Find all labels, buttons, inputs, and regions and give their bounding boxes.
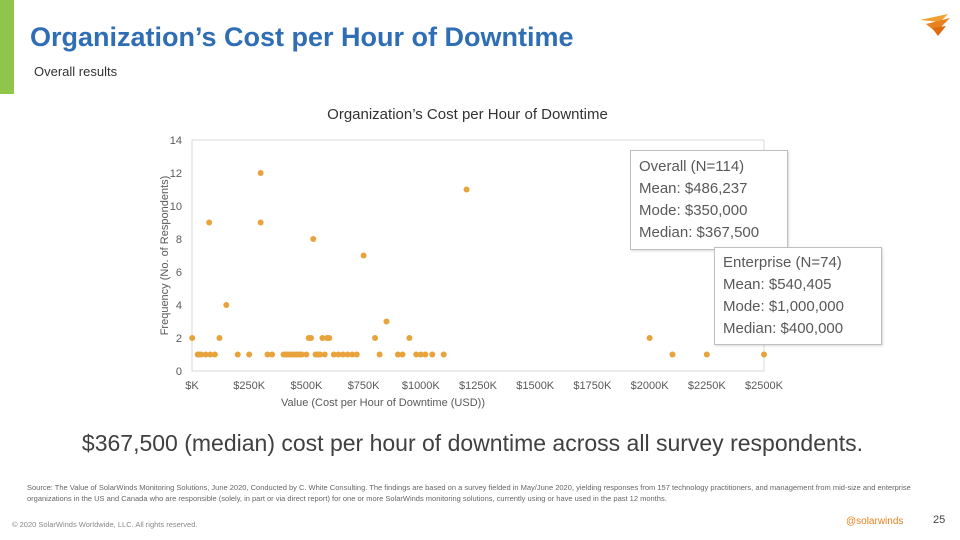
x-tick-label: $1750K (573, 380, 612, 392)
x-tick-label: $2000K (631, 380, 670, 392)
data-point (207, 351, 214, 358)
data-point (246, 351, 253, 358)
data-point (335, 351, 342, 358)
page-title: Organization’s Cost per Hour of Downtime (30, 22, 574, 52)
data-point (399, 351, 406, 358)
y-tick-label: 12 (170, 168, 182, 180)
x-tick-label: $750K (348, 380, 380, 392)
data-point (422, 351, 429, 358)
enterprise-stat-line: Mean: $540,405 (723, 276, 832, 293)
enterprise-stat-line: Enterprise (N=74) (723, 254, 842, 271)
chart-title: Organization’s Cost per Hour of Downtime (327, 106, 608, 123)
data-point (223, 302, 230, 308)
data-point (372, 335, 379, 341)
data-point (264, 351, 271, 358)
data-point (317, 351, 324, 358)
data-point (353, 351, 360, 358)
x-tick-label: $K (185, 380, 199, 392)
data-point (429, 351, 436, 358)
social-handle-link[interactable]: @solarwinds (846, 516, 904, 527)
data-point (310, 236, 317, 242)
data-point (349, 351, 356, 358)
data-point (463, 186, 470, 193)
source-note: Source: The Value of SolarWinds Monitori… (27, 483, 911, 503)
accent-bar (0, 0, 14, 94)
data-point (269, 351, 276, 358)
data-point (326, 335, 333, 341)
y-tick-label: 4 (176, 300, 182, 312)
x-tick-label: $1000K (402, 380, 441, 392)
data-point (198, 351, 205, 358)
data-point (234, 351, 241, 358)
enterprise-stat-line: Mode: $1,000,000 (723, 298, 844, 315)
data-point (321, 351, 328, 358)
data-point (669, 351, 676, 358)
solarwinds-logo-icon (920, 14, 950, 36)
data-point (440, 351, 447, 358)
data-point (189, 335, 196, 341)
data-point (303, 351, 310, 358)
data-point (298, 351, 305, 358)
x-axis-label: Value (Cost per Hour of Downtime (USD)) (281, 397, 485, 409)
x-tick-label: $500K (290, 380, 322, 392)
data-point (383, 318, 390, 325)
y-tick-label: 2 (176, 333, 182, 345)
x-tick-label: $250K (233, 380, 265, 392)
data-point (417, 351, 424, 358)
data-point (394, 351, 401, 358)
data-point (211, 351, 218, 358)
copyright: © 2020 SolarWinds Worldwide, LLC. All ri… (12, 520, 198, 529)
data-point (257, 170, 264, 176)
data-point (257, 219, 264, 226)
y-axis-label: Frequency (No. of Respondents) (159, 176, 171, 336)
page-number: 25 (933, 514, 946, 526)
headline: $367,500 (median) cost per hour of downt… (81, 430, 864, 456)
x-tick-label: $1500K (516, 380, 555, 392)
overall-stats-box: Overall (N=114) Mean: $486,237 Mode: $35… (630, 150, 788, 250)
data-point (340, 351, 347, 358)
x-tick-label: $2500K (745, 380, 784, 392)
data-point (376, 351, 383, 358)
data-point (330, 351, 337, 358)
x-tick-label: $2250K (688, 380, 727, 392)
scatter-chart: 0 2 4 6 8 10 12 14 $K $250K $500K $750K $1000K $1250K… (159, 135, 784, 409)
page-subtitle: Overall results (34, 64, 118, 79)
data-point (344, 351, 351, 358)
data-point (206, 219, 213, 226)
data-point (307, 335, 314, 341)
y-tick-label: 0 (176, 366, 182, 378)
data-point (703, 351, 710, 358)
y-tick-label: 8 (176, 234, 182, 246)
overall-stat-line: Mean: $486,237 (639, 180, 748, 197)
enterprise-stats-box: Enterprise (N=74) Mean: $540,405 Mode: $… (714, 247, 882, 345)
data-point (646, 335, 653, 341)
overall-stat-line: Median: $367,500 (639, 224, 760, 241)
data-point (202, 351, 209, 358)
overall-stat-line: Overall (N=114) (639, 158, 745, 175)
overall-stat-line: Mode: $350,000 (639, 202, 748, 219)
data-point (360, 252, 367, 259)
data-point (406, 335, 413, 341)
data-point (413, 351, 420, 358)
data-point (761, 351, 767, 358)
enterprise-stat-line: Median: $400,000 (723, 320, 844, 337)
data-point (319, 335, 326, 341)
y-tick-label: 14 (170, 135, 182, 147)
y-tick-label: 6 (176, 267, 182, 279)
x-tick-label: $1250K (459, 380, 498, 392)
y-tick-label: 10 (170, 201, 182, 213)
data-point (216, 335, 223, 341)
